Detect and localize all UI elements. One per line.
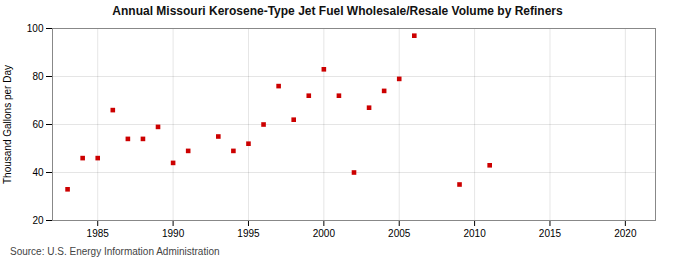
svg-text:1995: 1995 (237, 228, 260, 239)
svg-text:100: 100 (27, 23, 44, 34)
svg-text:80: 80 (32, 71, 44, 82)
svg-text:Thousand Gallons per Day: Thousand Gallons per Day (2, 65, 13, 184)
svg-text:20: 20 (32, 215, 44, 226)
svg-text:2015: 2015 (539, 228, 562, 239)
svg-text:2005: 2005 (388, 228, 411, 239)
svg-text:1985: 1985 (87, 228, 110, 239)
svg-text:2000: 2000 (313, 228, 336, 239)
svg-text:2010: 2010 (463, 228, 486, 239)
svg-text:2020: 2020 (614, 228, 637, 239)
svg-text:1990: 1990 (162, 228, 185, 239)
html-text:Source: U.S. Energy Informatio: Source: U.S. Energy Information Administ… (10, 246, 220, 257)
svg-text:40: 40 (32, 167, 44, 178)
svg-text:60: 60 (32, 119, 44, 130)
html-text:Annual Missouri Kerosene-Type: Annual Missouri Kerosene-Type Jet Fuel W… (112, 4, 563, 18)
